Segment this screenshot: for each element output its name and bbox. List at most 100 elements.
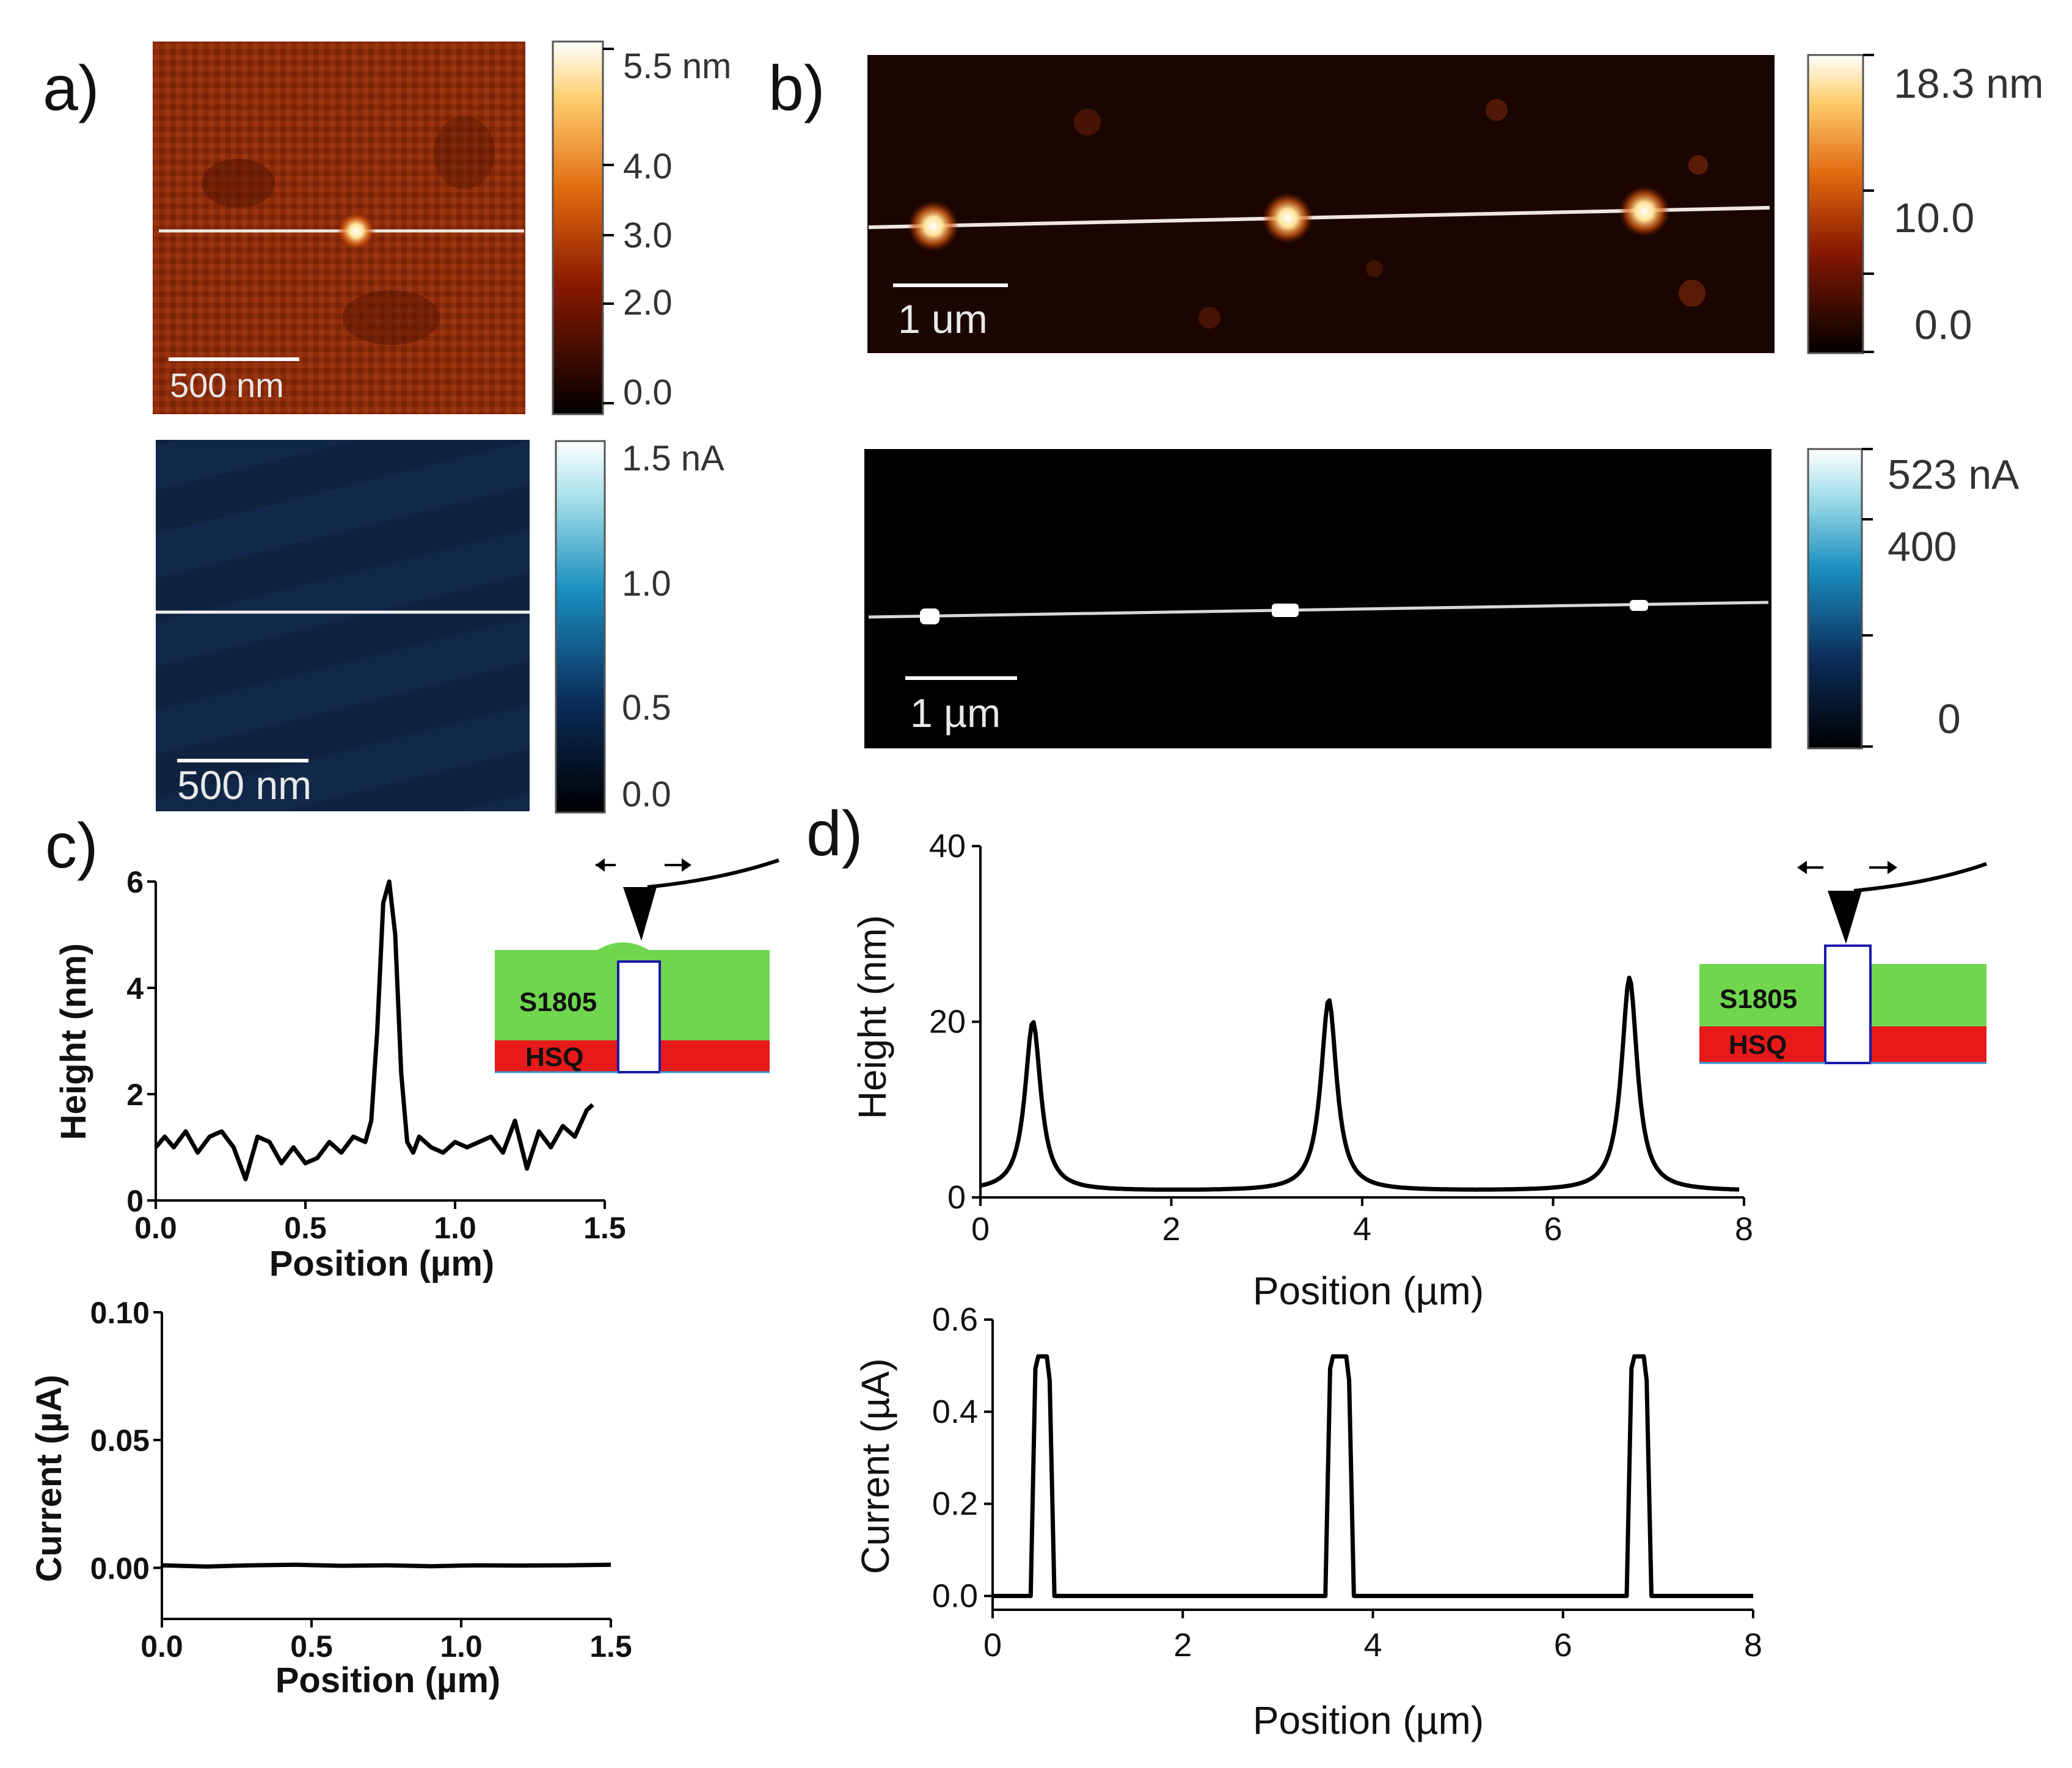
- surface-particle: [1486, 99, 1508, 121]
- x-axis-title: Position (µm): [1253, 1698, 1484, 1742]
- x-tick-label: 1.5: [589, 1629, 632, 1664]
- layer-label-hsq: HSQ: [525, 1042, 583, 1072]
- current-map-image: [864, 449, 1771, 748]
- y-tick-label: 0.10: [90, 1296, 150, 1330]
- nanowire-crossing-spot: [337, 211, 376, 250]
- x-tick-label: 2: [1162, 1211, 1180, 1247]
- panel-label-b: b): [768, 53, 825, 124]
- x-tick-label: 4: [1363, 1627, 1382, 1664]
- dark-patch: [434, 116, 495, 189]
- colorbar-a-current: 1.5 nA 1.0 0.5 0.0: [555, 439, 724, 814]
- afm-height-map-b: 1 um: [867, 55, 1775, 353]
- x-tick-label: 1.0: [440, 1629, 483, 1664]
- surface-particle: [1366, 260, 1383, 277]
- x-tick-label: 0.5: [290, 1629, 333, 1664]
- chart-d-height: 0 2 4 6 8 0 20 40 Position (µm) Height (nm): [850, 828, 1753, 1313]
- y-tick-label: 0.00: [90, 1551, 150, 1585]
- surface-particle: [1688, 155, 1708, 175]
- x-tick-label: 8: [1735, 1211, 1753, 1247]
- colorbar-b-height: 18.3 nm 10.0 0.0: [1807, 54, 2044, 354]
- arrow-right-head-icon: [682, 858, 691, 872]
- colorbar-b-current: 523 nA 400 0: [1807, 448, 2019, 750]
- nanowire-trench: [617, 960, 661, 1073]
- colorbar-label: 0.0: [622, 775, 671, 814]
- series-line: [161, 1562, 611, 1569]
- y-tick-label: 40: [929, 828, 966, 864]
- cantilever-icon: [1853, 862, 1987, 893]
- x-tick-label: 6: [1544, 1211, 1562, 1247]
- arrow-left-head-icon: [1797, 861, 1807, 874]
- cross-section-inset-d: S1805 HSQ: [1699, 861, 1987, 1064]
- colorbar-a-height: 5.5 nm 4.0 3.0 2.0 0.0: [552, 40, 731, 415]
- nanowire-trench: [1824, 944, 1872, 1064]
- current-hotspot: [1272, 604, 1299, 617]
- panel-label-c: c): [45, 811, 98, 882]
- surface-particle: [1679, 280, 1705, 307]
- colorbar-label: 1.0: [622, 564, 671, 604]
- current-hotspot: [920, 608, 939, 624]
- x-tick-label: 1.0: [434, 1211, 476, 1245]
- y-axis-title: Height (nm): [850, 915, 894, 1119]
- hotspot: [908, 200, 959, 252]
- cross-section-inset-c: S1805 HSQ: [495, 858, 779, 1073]
- current-map-image: [156, 440, 530, 811]
- y-axis-title: Height (nm): [54, 943, 93, 1140]
- x-tick-label: 8: [1744, 1627, 1762, 1664]
- film-bump: [597, 942, 649, 950]
- x-tick-label: 0: [971, 1211, 990, 1247]
- scale-bar-label: 1 µm: [910, 690, 1001, 736]
- y-axis-title: Current (µA): [29, 1375, 69, 1582]
- scale-bar-label: 1 um: [898, 296, 988, 342]
- y-tick-label: 4: [126, 971, 144, 1006]
- colorbar-label: 0.5: [622, 688, 671, 728]
- chart-c-current: 0.0 0.5 1.0 1.5 0.00 0.05 0.10 Position (µm) Cur…: [29, 1296, 632, 1700]
- colorbar-label: 523 nA: [1888, 451, 2019, 498]
- surface-particle: [1198, 307, 1220, 329]
- colorbar-frame: [1807, 448, 1863, 750]
- y-tick-label: 0.05: [90, 1423, 150, 1458]
- x-tick-label: 0.0: [134, 1211, 177, 1245]
- y-tick-label: 2: [126, 1078, 144, 1112]
- colorbar-label: 2.0: [623, 283, 673, 323]
- dark-patch: [202, 159, 275, 208]
- afm-height-map-a: 500 nm: [153, 42, 525, 414]
- layer-label-s1805: S1805: [519, 987, 597, 1017]
- x-axis-title: Position (µm): [269, 1244, 495, 1284]
- hotspot: [1262, 192, 1313, 244]
- afm-tip-icon: [623, 887, 657, 941]
- x-tick-label: 2: [1173, 1627, 1192, 1664]
- y-axis-title: Current (µA): [853, 1358, 897, 1574]
- colorbar-label: 18.3 nm: [1894, 60, 2044, 107]
- y-tick-label: 0.0: [932, 1577, 978, 1614]
- arrow-right-head-icon: [1888, 861, 1897, 874]
- x-tick-label: 0.5: [284, 1211, 327, 1245]
- cantilever-icon: [647, 858, 779, 889]
- x-tick-label: 6: [1554, 1627, 1572, 1664]
- colorbar-label: 0.0: [1914, 302, 1972, 348]
- panel-label-d: d): [806, 798, 863, 869]
- colorbar-frame: [1807, 54, 1864, 354]
- panel-label-a: a): [43, 53, 99, 124]
- dark-patch: [342, 290, 440, 345]
- colorbar-label: 400: [1888, 524, 1957, 570]
- colorbar-label: 1.5 nA: [622, 439, 724, 478]
- x-tick-label: 4: [1353, 1211, 1371, 1247]
- x-axis-title: Position (µm): [1253, 1269, 1484, 1313]
- colorbar: [556, 441, 605, 813]
- chart-c-height: 0.0 0.5 1.0 1.5 0 2 4 6 Position (µm) Height (nm): [54, 865, 626, 1284]
- y-tick-label: 0.4: [932, 1394, 978, 1430]
- series-line: [980, 976, 1740, 1192]
- x-tick-label: 0: [983, 1627, 1002, 1664]
- colorbar-label: 10.0: [1894, 195, 1974, 241]
- colorbar: [1808, 449, 1862, 748]
- y-tick-label: 6: [126, 865, 144, 899]
- x-tick-label: 0.0: [140, 1629, 183, 1664]
- x-axis-title: Position (µm): [275, 1660, 501, 1700]
- colorbar-frame: [555, 440, 606, 814]
- colorbar-label: 3.0: [623, 216, 673, 255]
- hotspot: [1619, 186, 1670, 237]
- series-line: [993, 1354, 1753, 1598]
- nanowire-line: [868, 601, 1769, 619]
- chart-d-current: 0 2 4 6 8 0.0 0.2 0.4 0.6 Position (µm) Current (µ…: [853, 1301, 1762, 1742]
